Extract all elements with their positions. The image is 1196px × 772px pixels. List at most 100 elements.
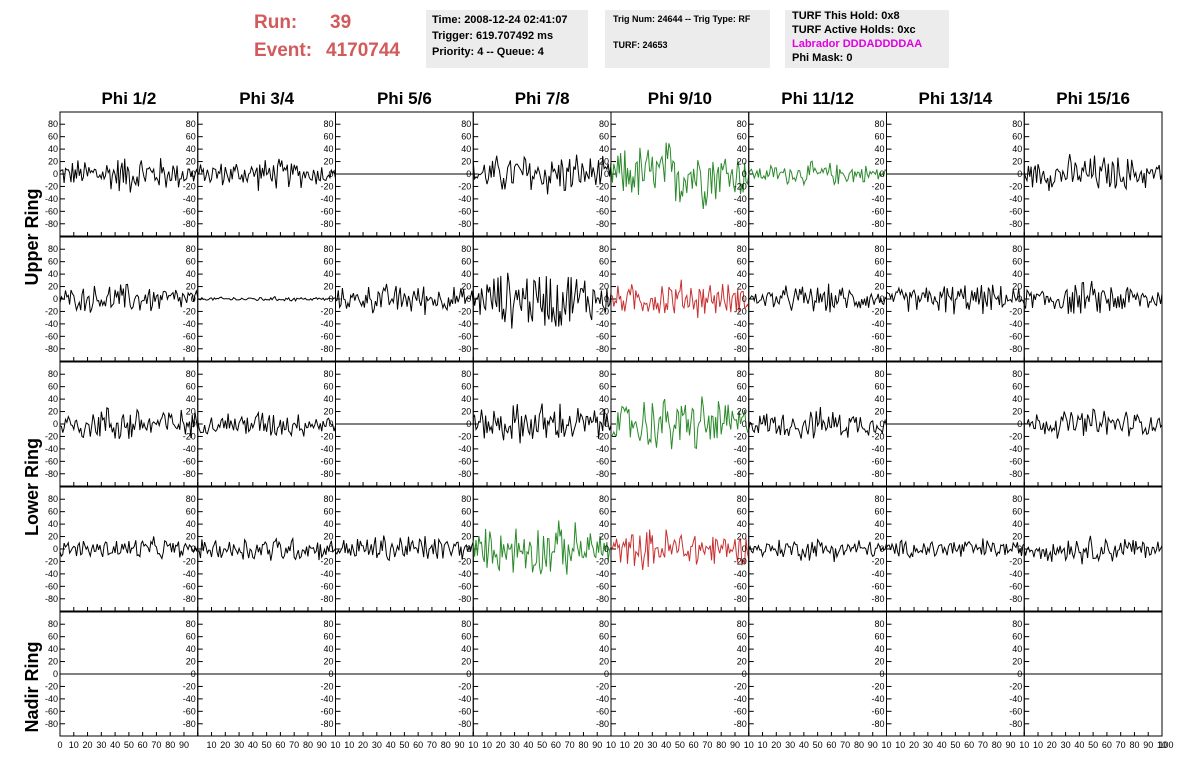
x-tick-label: 20 [1047, 740, 1057, 750]
x-tick-label: 100 [1158, 740, 1173, 750]
y-tick-label: 20 [186, 657, 196, 667]
plot-frame [472, 236, 612, 362]
y-tick-label: 80 [874, 244, 884, 254]
x-tick-label: 10 [69, 740, 79, 750]
y-tick-label: 40 [737, 394, 747, 404]
x-tick-label: 80 [441, 740, 451, 750]
y-tick-label: 80 [599, 369, 609, 379]
y-tick-label: 20 [874, 282, 884, 292]
y-tick-label: 20 [599, 407, 609, 417]
x-tick-label: 80 [716, 740, 726, 750]
waveform-trace [748, 160, 887, 187]
y-tick-label: 20 [48, 532, 58, 542]
y-tick-label: -80 [871, 719, 884, 729]
turf-hold-text: TURF This Hold: 0x8 [792, 10, 900, 22]
y-tick-label: -20 [596, 556, 609, 566]
y-tick-label: 60 [323, 382, 333, 392]
y-tick-label: 40 [323, 519, 333, 529]
y-tick-label: 60 [461, 257, 471, 267]
y-tick-label: 80 [1012, 119, 1022, 129]
event-label: Event: [254, 40, 313, 61]
run-value: 39 [330, 12, 352, 33]
y-tick-label: 0 [191, 669, 196, 679]
x-tick-label: 90 [1005, 740, 1015, 750]
waveform-trace [472, 403, 612, 444]
y-tick-label: 40 [186, 144, 196, 154]
y-tick-label: 60 [599, 632, 609, 642]
y-tick-label: -40 [183, 569, 196, 579]
y-tick-label: -60 [45, 206, 58, 216]
x-tick-label: 70 [427, 740, 437, 750]
row-title: Upper Ring [22, 189, 42, 286]
y-tick-label: -20 [320, 556, 333, 566]
x-tick-label: 70 [702, 740, 712, 750]
y-tick-label: -20 [45, 431, 58, 441]
y-tick-label: 60 [737, 632, 747, 642]
y-tick-label: 40 [874, 394, 884, 404]
y-tick-label: -60 [596, 581, 609, 591]
y-tick-label: -40 [734, 694, 747, 704]
y-tick-label: -80 [1009, 469, 1022, 479]
y-tick-label: 60 [874, 132, 884, 142]
y-tick-label: -60 [1009, 706, 1022, 716]
waveform-trace [886, 284, 1025, 315]
y-tick-label: 80 [599, 244, 609, 254]
y-tick-label: 80 [48, 119, 58, 129]
column-title: Phi 5/6 [377, 89, 432, 108]
y-tick-label: 0 [604, 419, 609, 429]
plot-frame [472, 361, 612, 487]
y-tick-label: -80 [458, 344, 471, 354]
y-tick-label: 80 [737, 119, 747, 129]
x-tick-label: 60 [826, 740, 836, 750]
y-tick-label: 0 [742, 544, 747, 554]
y-tick-label: -80 [734, 219, 747, 229]
y-tick-label: -80 [183, 469, 196, 479]
y-tick-label: 40 [48, 644, 58, 654]
y-tick-label: 60 [323, 257, 333, 267]
y-tick-label: 40 [461, 144, 471, 154]
y-tick-label: -60 [458, 706, 471, 716]
waveform-trace [1023, 535, 1163, 565]
y-tick-label: -20 [183, 556, 196, 566]
y-tick-label: 80 [323, 244, 333, 254]
plot-frame [197, 486, 336, 612]
y-tick-label: -20 [734, 306, 747, 316]
waveform-trace [197, 536, 336, 561]
y-tick-label: -40 [320, 319, 333, 329]
y-tick-label: -20 [871, 556, 884, 566]
y-tick-label: -40 [183, 444, 196, 454]
y-tick-label: -80 [871, 344, 884, 354]
x-tick-label: 80 [854, 740, 864, 750]
y-tick-label: 40 [323, 269, 333, 279]
y-tick-label: 20 [186, 157, 196, 167]
waveform-trace [472, 154, 612, 195]
y-tick-label: 60 [599, 257, 609, 267]
y-tick-label: 20 [461, 407, 471, 417]
y-tick-label: 20 [1012, 282, 1022, 292]
x-tick-label: 90 [179, 740, 189, 750]
y-tick-label: -20 [458, 556, 471, 566]
y-tick-label: 60 [186, 132, 196, 142]
run-label: Run: [254, 12, 298, 33]
y-tick-label: 20 [599, 282, 609, 292]
y-tick-label: -20 [734, 181, 747, 191]
x-tick-label: 30 [1061, 740, 1071, 750]
y-tick-label: 80 [186, 369, 196, 379]
x-tick-label: 60 [138, 740, 148, 750]
y-tick-label: -60 [183, 331, 196, 341]
y-tick-label: 60 [874, 382, 884, 392]
y-tick-label: -80 [596, 719, 609, 729]
y-tick-label: 60 [461, 382, 471, 392]
y-tick-label: -60 [734, 331, 747, 341]
y-tick-label: -40 [734, 319, 747, 329]
y-tick-label: 20 [461, 282, 471, 292]
y-tick-label: 20 [1012, 532, 1022, 542]
y-tick-label: -40 [596, 194, 609, 204]
y-tick-label: 80 [874, 619, 884, 629]
x-tick-label: 10 [468, 740, 478, 750]
y-tick-label: -40 [1009, 319, 1022, 329]
y-tick-label: 60 [1012, 132, 1022, 142]
y-tick-label: -20 [596, 431, 609, 441]
y-tick-label: -20 [1009, 181, 1022, 191]
x-tick-label: 70 [151, 740, 161, 750]
